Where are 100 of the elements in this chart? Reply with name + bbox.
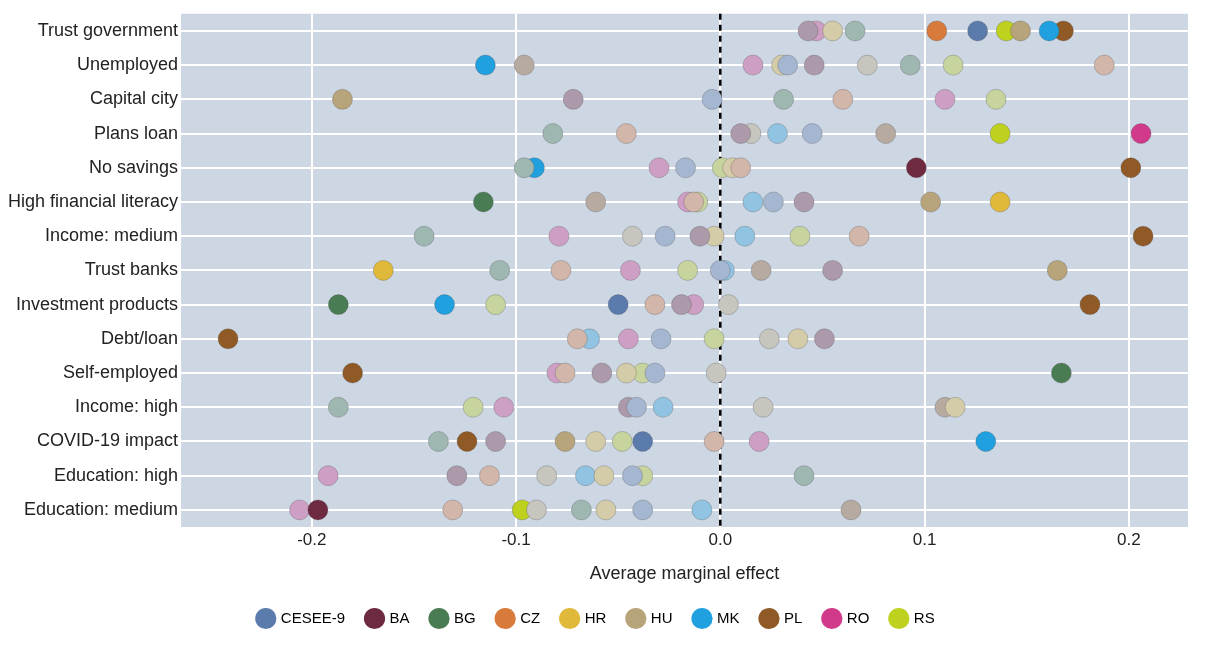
point: [1038, 20, 1060, 42]
point: [766, 123, 788, 145]
point: [562, 88, 584, 110]
point: [899, 54, 921, 76]
y-tick-label: Self-employed: [63, 362, 179, 383]
point: [621, 465, 643, 487]
point: [593, 465, 615, 487]
point: [840, 499, 862, 521]
point: [920, 191, 942, 213]
y-tick-label: No savings: [89, 156, 179, 177]
point: [566, 328, 588, 350]
x-tick-label: -0.1: [501, 529, 531, 549]
point: [985, 88, 1007, 110]
point: [748, 430, 770, 452]
point: [793, 465, 815, 487]
point: [844, 20, 866, 42]
legend-label: CZ: [520, 608, 541, 626]
y-tick-label: Education: high: [53, 464, 179, 485]
point: [1132, 225, 1154, 247]
point: [474, 54, 496, 76]
point: [1093, 54, 1115, 76]
point: [427, 430, 449, 452]
legend-label: RO: [846, 608, 870, 626]
y-tick-label: Unemployed: [77, 54, 179, 75]
legend-label: CESEE-9: [280, 608, 346, 626]
point: [705, 362, 727, 384]
point: [648, 157, 670, 179]
point: [331, 88, 353, 110]
point: [750, 259, 772, 281]
point: [536, 465, 558, 487]
point: [1120, 157, 1142, 179]
point: [595, 499, 617, 521]
point: [342, 362, 364, 384]
point: [644, 294, 666, 316]
legend-label: BA: [389, 608, 410, 626]
x-axis-title: Average marginal effect: [589, 563, 780, 584]
point: [615, 123, 637, 145]
point: [632, 430, 654, 452]
point: [446, 465, 468, 487]
point: [493, 396, 515, 418]
point: [574, 465, 596, 487]
point: [856, 54, 878, 76]
point: [967, 20, 989, 42]
y-tick-label: COVID-19 impact: [37, 430, 179, 451]
y-tick-label: Plans loan: [94, 122, 179, 143]
point: [1079, 294, 1101, 316]
point: [1130, 123, 1152, 145]
point: [926, 20, 948, 42]
point: [289, 499, 311, 521]
point: [317, 465, 339, 487]
x-tick-label: -0.2: [297, 529, 327, 549]
point: [742, 54, 764, 76]
point: [650, 328, 672, 350]
point: [822, 259, 844, 281]
point: [777, 54, 799, 76]
point: [989, 191, 1011, 213]
point: [670, 294, 692, 316]
point: [803, 54, 825, 76]
point: [513, 157, 535, 179]
point: [621, 225, 643, 247]
point: [542, 123, 564, 145]
point: [848, 225, 870, 247]
y-tick-label: Education: medium: [23, 498, 179, 519]
point: [742, 191, 764, 213]
point: [717, 294, 739, 316]
point: [644, 362, 666, 384]
point: [975, 430, 997, 452]
y-tick-label: Income: medium: [45, 225, 179, 246]
point: [801, 123, 823, 145]
point: [758, 328, 780, 350]
point: [513, 54, 535, 76]
point: [442, 499, 464, 521]
x-tick-label: 0.0: [708, 529, 733, 549]
point: [703, 328, 725, 350]
point: [619, 259, 641, 281]
point: [585, 191, 607, 213]
point: [875, 123, 897, 145]
point: [944, 396, 966, 418]
point: [550, 259, 572, 281]
point: [813, 328, 835, 350]
point: [434, 294, 456, 316]
y-tick-label: Investment products: [15, 293, 179, 314]
point: [730, 157, 752, 179]
point: [1010, 20, 1032, 42]
legend-label: PL: [784, 608, 803, 626]
point: [689, 225, 711, 247]
point: [675, 157, 697, 179]
point: [822, 20, 844, 42]
point: [905, 157, 927, 179]
x-tick-label: 0.1: [912, 529, 937, 549]
point: [734, 225, 756, 247]
point: [489, 259, 511, 281]
point: [617, 328, 639, 350]
point: [793, 191, 815, 213]
legend-label: RS: [913, 608, 935, 626]
point: [703, 430, 725, 452]
point: [942, 54, 964, 76]
y-tick-label: Debt/loan: [101, 327, 179, 348]
point: [989, 123, 1011, 145]
point: [789, 225, 811, 247]
